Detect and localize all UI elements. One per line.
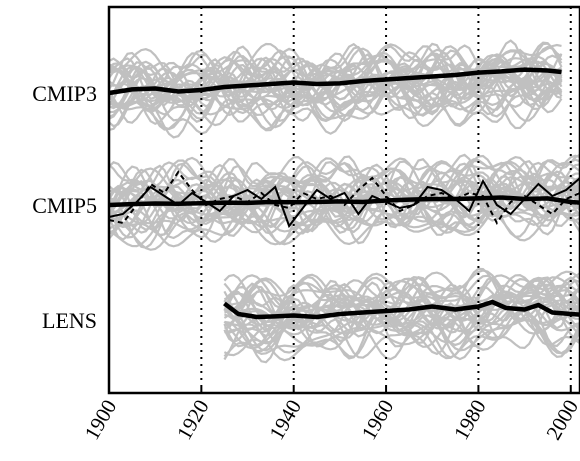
ensemble-member-line bbox=[224, 269, 580, 327]
ensemble-member-line bbox=[108, 191, 580, 248]
ensemble-layer bbox=[107, 39, 580, 364]
ensemble-member-line bbox=[224, 274, 580, 324]
observed-dashed-line bbox=[108, 170, 580, 225]
ensemble-member-line bbox=[107, 168, 580, 223]
ensemble-member-line bbox=[108, 162, 580, 218]
ensemble-member-line bbox=[108, 41, 563, 102]
x-tick-label: 1980 bbox=[449, 395, 491, 443]
mean-layer bbox=[108, 67, 580, 320]
x-tick-label: 1940 bbox=[264, 396, 306, 444]
ensemble-member-line bbox=[108, 171, 580, 236]
x-tick-layer: 1900 1920 1940 1960 1980 2000 bbox=[80, 387, 580, 444]
ensemble-member-line bbox=[108, 39, 562, 101]
ensemble-member-line bbox=[108, 153, 580, 212]
ensemble-mean-line bbox=[108, 67, 562, 96]
ensemble-mean-line bbox=[223, 299, 580, 320]
plot-frame bbox=[107, 5, 580, 395]
x-tick-label: 1960 bbox=[357, 396, 399, 444]
row-label-layer: CMIP3 CMIP5 LENS bbox=[32, 81, 97, 333]
ensemble-member-line bbox=[108, 81, 562, 139]
x-tick-label: 1900 bbox=[80, 396, 122, 444]
ensemble-member-line bbox=[223, 308, 580, 361]
ensemble-member-line bbox=[108, 71, 563, 131]
ensemble-member-line bbox=[108, 158, 580, 208]
ensemble-mean-line bbox=[108, 195, 580, 208]
row-label-cmip5: CMIP5 bbox=[32, 193, 97, 218]
row-label-cmip3: CMIP3 bbox=[32, 81, 97, 106]
x-tick-label: 2000 bbox=[541, 396, 580, 444]
ensemble-member-line bbox=[108, 79, 562, 135]
observed-solid-line bbox=[108, 177, 580, 229]
x-tick-label: 1920 bbox=[172, 396, 214, 444]
ensemble-member-line bbox=[108, 53, 563, 109]
row-label-lens: LENS bbox=[42, 308, 97, 333]
